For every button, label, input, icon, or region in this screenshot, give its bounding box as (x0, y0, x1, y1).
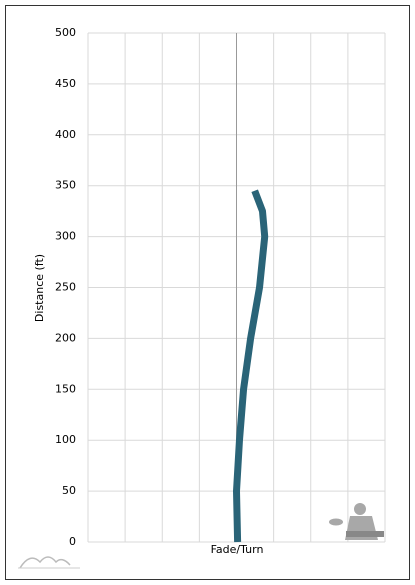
y-tick-label: 500 (55, 26, 76, 39)
y-tick-label: 300 (55, 230, 76, 243)
y-tick-label: 250 (55, 281, 76, 294)
y-tick-label: 400 (55, 128, 76, 141)
y-tick-label: 200 (55, 331, 76, 344)
frame (5, 5, 410, 580)
logo-right (329, 503, 384, 540)
y-axis-label: Distance (ft) (33, 254, 46, 322)
y-tick-label: 100 (55, 433, 76, 446)
y-tick-label: 50 (62, 484, 76, 497)
logo-left (18, 556, 80, 569)
y-tick-label: 350 (55, 179, 76, 192)
y-tick-label: 450 (55, 77, 76, 90)
y-tick-label: 150 (55, 382, 76, 395)
y-tick-label: 0 (69, 535, 76, 548)
grid (87, 32, 386, 543)
flight-path (233, 189, 269, 543)
x-axis-label: Fade/Turn (211, 543, 264, 556)
